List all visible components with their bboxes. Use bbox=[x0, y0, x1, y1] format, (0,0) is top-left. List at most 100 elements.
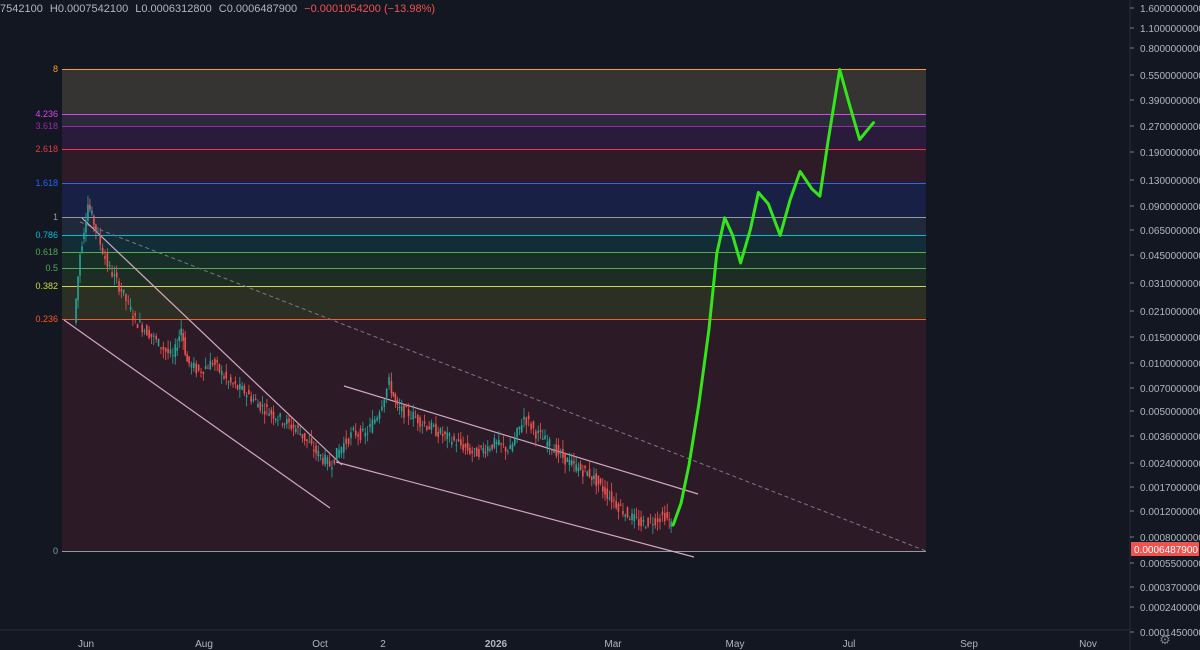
candle-body bbox=[421, 424, 424, 426]
candle-body bbox=[615, 501, 617, 508]
candle-body bbox=[562, 449, 564, 458]
candle-body bbox=[606, 488, 609, 499]
candle-body bbox=[416, 414, 419, 424]
fib-label: 1.618 bbox=[35, 178, 58, 188]
candle-body bbox=[590, 476, 593, 480]
candle-body bbox=[582, 470, 584, 477]
candle-body bbox=[317, 450, 320, 457]
candle-body bbox=[441, 433, 444, 437]
fib-zone bbox=[62, 235, 926, 252]
candle-body bbox=[301, 434, 304, 439]
candle-body bbox=[200, 371, 202, 373]
gear-icon[interactable]: ⚙ bbox=[1159, 632, 1171, 647]
candle-body bbox=[148, 329, 150, 339]
candle-body bbox=[186, 354, 188, 362]
time-tick-label: 2026 bbox=[485, 639, 508, 650]
price-tick-label: 0.0070000000 bbox=[1140, 384, 1200, 395]
candle-body bbox=[77, 276, 79, 301]
candle-body bbox=[326, 457, 329, 464]
candle-body bbox=[516, 428, 518, 438]
candle-body bbox=[484, 451, 487, 454]
fib-zone bbox=[62, 286, 926, 319]
candle-body bbox=[174, 344, 177, 358]
fib-zone bbox=[62, 69, 926, 114]
candle-body bbox=[220, 371, 223, 376]
candle-body bbox=[491, 444, 493, 450]
candle-body bbox=[428, 426, 430, 430]
price-tick-label: 0.0036000000 bbox=[1140, 432, 1200, 443]
candle-body bbox=[89, 204, 91, 210]
candle-body bbox=[263, 411, 266, 415]
candle-body bbox=[412, 412, 415, 420]
candle-body bbox=[294, 428, 297, 432]
candle-body bbox=[227, 381, 230, 383]
candle-body bbox=[453, 435, 455, 441]
candle-body bbox=[568, 459, 571, 465]
candle-body bbox=[127, 300, 130, 302]
price-tick-label: 0.0050000000 bbox=[1140, 407, 1200, 418]
time-tick-label: 2 bbox=[380, 639, 386, 650]
ohlc-change: −0.0001054200 (−13.98%) bbox=[304, 3, 436, 15]
fib-zone bbox=[62, 268, 926, 286]
fib-label: 0.382 bbox=[35, 281, 58, 291]
candle-body bbox=[400, 406, 403, 412]
candle-body bbox=[371, 419, 374, 433]
channel-lower-1 bbox=[63, 319, 331, 509]
candle-body bbox=[419, 417, 421, 427]
candle-body bbox=[266, 404, 268, 407]
price-tick-label: 0.0003700000 bbox=[1140, 583, 1200, 594]
candle-body bbox=[118, 281, 120, 292]
candle-body bbox=[608, 497, 611, 499]
price-tick-label: 0.0008000000 bbox=[1140, 533, 1200, 544]
candle-body bbox=[182, 333, 184, 341]
fib-label: 0.5 bbox=[45, 263, 58, 273]
candle-body bbox=[129, 306, 132, 310]
candle-body bbox=[557, 445, 560, 455]
candle-body bbox=[659, 518, 661, 523]
fib-label: 0.618 bbox=[35, 247, 58, 257]
candle-body bbox=[359, 428, 362, 441]
candle-body bbox=[93, 215, 95, 225]
candle-body bbox=[455, 444, 458, 446]
price-tick-label: 0.0001450000 bbox=[1140, 628, 1200, 639]
fib-zone bbox=[62, 217, 926, 235]
candle-body bbox=[229, 377, 232, 383]
candle-body bbox=[644, 527, 647, 529]
candle-body bbox=[640, 517, 642, 527]
candle-body bbox=[324, 454, 326, 465]
candle-body bbox=[308, 441, 311, 443]
candle-body bbox=[619, 504, 622, 506]
candle-body bbox=[333, 459, 336, 464]
candle-body bbox=[195, 363, 198, 374]
candle-body bbox=[376, 417, 378, 421]
candle-body bbox=[357, 434, 359, 437]
candle-body bbox=[106, 252, 109, 268]
time-tick-label: Aug bbox=[195, 639, 213, 650]
candle-body bbox=[169, 349, 172, 354]
candle-body bbox=[469, 447, 471, 454]
candle-body bbox=[335, 448, 338, 461]
candle-body bbox=[366, 433, 369, 435]
candle-body bbox=[297, 425, 299, 428]
candle-body bbox=[345, 438, 348, 444]
candle-body bbox=[176, 347, 179, 351]
candle-body bbox=[489, 448, 491, 451]
candle-body bbox=[518, 426, 521, 430]
candle-body bbox=[464, 444, 467, 448]
candle-body bbox=[535, 431, 537, 439]
price-tick-label: 0.2700000000 bbox=[1140, 122, 1200, 133]
candle-body bbox=[331, 467, 333, 470]
candle-body bbox=[457, 439, 460, 441]
candle-body bbox=[622, 510, 624, 515]
candle-body bbox=[340, 447, 343, 454]
ohlc-high: H0.0007542100 bbox=[49, 3, 129, 15]
candle-body bbox=[180, 328, 182, 336]
candle-body bbox=[322, 457, 324, 464]
candle-body bbox=[385, 388, 388, 398]
time-tick-label: May bbox=[726, 639, 745, 650]
candle-body bbox=[164, 348, 167, 352]
candle-body bbox=[577, 467, 580, 472]
candle-body bbox=[430, 422, 433, 430]
price-tick-label: 0.0210000000 bbox=[1140, 307, 1200, 318]
